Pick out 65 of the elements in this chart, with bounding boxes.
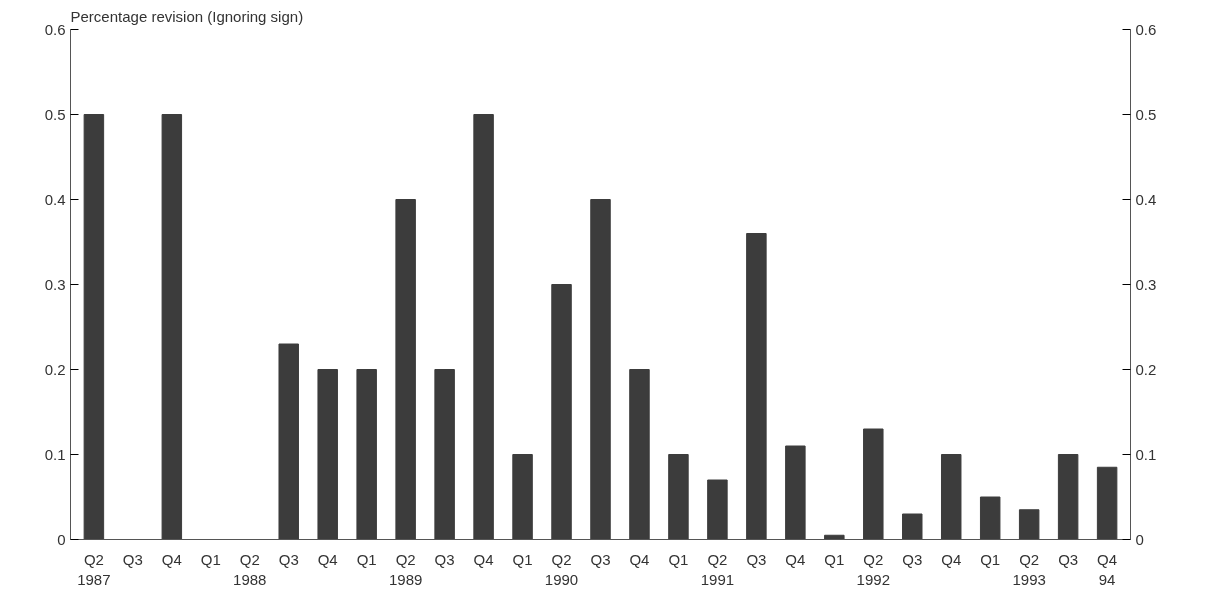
bar [434,369,455,540]
y-tick-label: 0.6 [44,20,66,38]
y2-tick-label: 0.1 [1135,445,1157,463]
y-axis-title: Percentage revision (Ignoring sign) [70,7,304,25]
y-tick-label: 0 [57,530,66,548]
x-tick-label: Q3 [590,550,611,568]
x-tick-label: Q4 [317,550,338,568]
x-tick-label: Q1 [824,550,845,568]
x-tick-label: Q1 [980,550,1001,568]
x-tick-label: Q4 [161,550,182,568]
bar [940,454,962,540]
x-tick-label: Q2 1990 [544,550,579,588]
bar [278,343,299,540]
y2-tick-label: 0.5 [1135,105,1157,123]
bar [746,233,767,540]
x-tick-label: Q1 [356,550,377,568]
bar [785,445,806,540]
x-tick-label: Q1 [200,550,221,568]
x-tick-label: Q3 [1058,550,1079,568]
x-tick-label: Q3 [902,550,923,568]
bar [707,479,728,540]
x-tick-label: Q4 [941,550,962,568]
bar [551,284,572,540]
x-tick-label: Q4 [785,550,806,568]
bar [356,369,377,540]
x-tick-label: Q1 [512,550,533,568]
bar [629,369,650,540]
bar [161,114,183,540]
bar [1057,454,1079,540]
x-tick-label: Q3 [122,550,143,568]
y-tick-label: 0.4 [44,190,66,208]
bar [473,114,494,540]
bar [902,513,923,540]
bar [512,454,533,540]
y2-tick-label: 0.4 [1135,190,1157,208]
y2-tick-label: 0.3 [1135,275,1157,293]
bar [863,428,884,540]
y2-tick-label: 0.6 [1135,20,1157,38]
y2-tick-label: 0.2 [1135,360,1157,378]
bar [668,454,689,540]
y-tick-label: 0.1 [44,445,66,463]
y-tick-label: 0.2 [44,360,66,378]
bar [590,199,611,540]
x-tick-label: Q4 [629,550,650,568]
bar [1096,466,1118,540]
bar [395,199,416,540]
x-tick-label: Q2 1988 [233,550,267,588]
bar [979,496,1001,540]
x-tick-label: Q3 [434,550,455,568]
x-tick-label: Q3 [278,550,299,568]
x-tick-label: Q2 1989 [388,550,423,588]
x-tick-label: Q3 [746,550,767,568]
x-tick-label: Q1 [668,550,689,568]
x-tick-label: Q2 1991 [700,550,735,588]
bar [83,114,105,540]
y-tick-label: 0.5 [44,105,66,123]
y-tick-label: 0.3 [44,275,66,293]
x-tick-label: Q2 1992 [856,550,890,588]
x-tick-label: Q2 1993 [1012,550,1046,588]
bar [1018,509,1040,540]
x-tick-label: Q2 1987 [77,550,111,588]
y2-tick-label: 0 [1135,530,1144,548]
x-tick-label: Q4 [473,550,494,568]
bar [317,369,338,540]
x-tick-label: Q4 94 [1097,550,1118,588]
